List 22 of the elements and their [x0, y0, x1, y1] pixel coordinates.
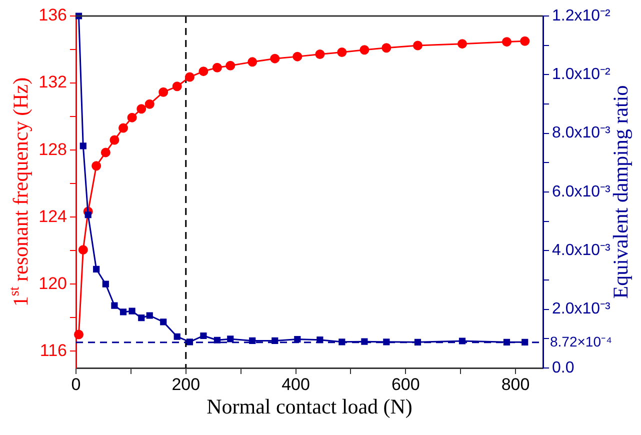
y-axis-title: 1st resonant frequency (Hz) — [7, 77, 33, 307]
ref-line-label: 8.72×10⁻⁴ — [550, 333, 612, 350]
x-tick-label: 600 — [391, 375, 420, 394]
y-tick-label: 116 — [40, 340, 67, 360]
x-tick-label: 400 — [282, 375, 310, 394]
y2-tick-label: 4.0x10⁻³ — [552, 242, 612, 260]
x-tick-label: 0 — [71, 375, 81, 394]
x-tick-label: 200 — [172, 375, 200, 394]
y2-tick-label: 6.0x10⁻³ — [552, 183, 612, 200]
y-tick-label: 124 — [38, 206, 67, 226]
y2-tick-label: 1.2x10⁻² — [552, 7, 612, 24]
y2-axis-title: Equivalent damping ratio — [608, 85, 633, 299]
x-axis-title: Normal contact load (N) — [206, 394, 412, 419]
y-tick-label: 120 — [38, 274, 67, 293]
y-tick-label: 128 — [38, 140, 67, 159]
x-tick-label: 800 — [501, 375, 530, 394]
y2-tick-label: 1.0x10⁻² — [552, 66, 612, 84]
y2-tick-label: 2.0x10⁻³ — [552, 300, 612, 318]
y2-tick-label: 8.0x10⁻³ — [552, 124, 612, 142]
y2-tick-label: 0.0 — [552, 359, 574, 376]
y-tick-label: 132 — [38, 72, 67, 92]
y-tick-label: 136 — [38, 6, 67, 25]
